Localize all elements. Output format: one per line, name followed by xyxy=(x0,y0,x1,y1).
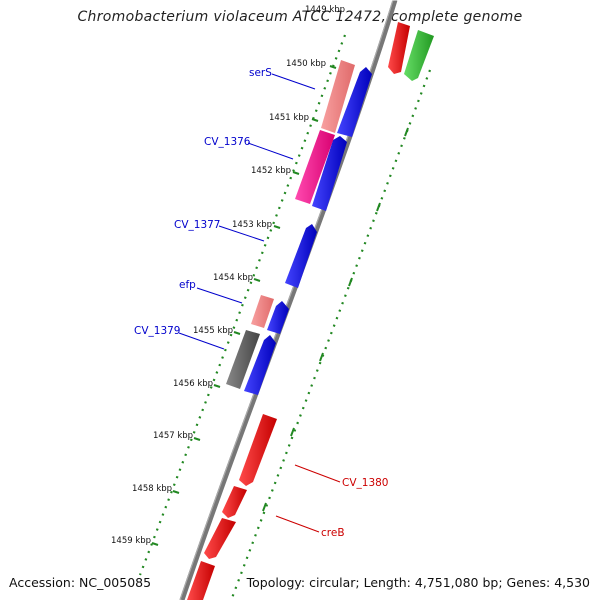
map-title: Chromobacterium violaceum ATCC 12472, co… xyxy=(77,9,523,25)
ruler-tick-1449: 1449 kbp xyxy=(305,5,345,15)
ruler-tick-1450: 1450 kbp xyxy=(286,59,326,69)
ruler-tick-1457: 1457 kbp xyxy=(153,431,193,441)
ruler-tick-1455: 1455 kbp xyxy=(193,326,233,336)
cds-creB-red-1[interactable] xyxy=(222,486,247,518)
cds-creB-red-2[interactable] xyxy=(204,518,236,559)
cds-cv1377-forward[interactable] xyxy=(285,224,317,288)
label-pointer-lines xyxy=(178,73,341,533)
label-cv1380[interactable]: CV_1380 xyxy=(342,477,389,489)
rna-features xyxy=(226,60,355,389)
ruler-tick-1454: 1454 kbp xyxy=(213,273,253,283)
label-cv1376[interactable]: CV_1376 xyxy=(204,136,251,148)
ruler-tick-1453: 1453 kbp xyxy=(232,220,272,230)
forward-strand-features xyxy=(244,67,372,395)
ruler-tick-1456: 1456 kbp xyxy=(173,379,213,389)
cds-efp-forward[interactable] xyxy=(267,301,289,334)
efp-pink-feature[interactable] xyxy=(251,295,274,328)
label-cv1379[interactable]: CV_1379 xyxy=(134,325,181,337)
ruler-tick-1459: 1459 kbp xyxy=(111,536,151,546)
reverse-strand-features xyxy=(187,22,410,600)
label-cv1377[interactable]: CV_1377 xyxy=(174,219,221,231)
serS-trna[interactable] xyxy=(321,60,355,133)
gc-content-green-feature xyxy=(404,30,434,81)
accession-text: Accession: NC_005085 xyxy=(9,575,152,590)
label-creB[interactable]: creB xyxy=(321,527,345,539)
ruler-tick-1451: 1451 kbp xyxy=(269,113,309,123)
cv1379-gray-feature[interactable] xyxy=(226,330,260,389)
outer-ruler xyxy=(230,69,432,599)
gene-labels: serS CV_1376 CV_1377 efp CV_1379 CV_1380… xyxy=(134,67,389,539)
label-efp[interactable]: efp xyxy=(179,279,196,291)
ruler-tick-1458: 1458 kbp xyxy=(132,484,172,494)
ruler-tick-labels: 1449 kbp 1450 kbp 1451 kbp 1452 kbp 1453… xyxy=(111,5,345,546)
cds-cv1380-red[interactable] xyxy=(239,414,277,486)
inner-ruler-major-ticks xyxy=(151,65,337,546)
outer-ruler-major-ticks xyxy=(262,127,409,512)
ruler-tick-1452: 1452 kbp xyxy=(251,166,291,176)
cds-cv1379-forward[interactable] xyxy=(244,335,276,395)
cv1376-magenta-feature[interactable] xyxy=(295,130,335,204)
cds-serS-forward[interactable] xyxy=(337,67,372,137)
topology-text: Topology: circular; Length: 4,751,080 bp… xyxy=(246,575,590,590)
cds-top-red[interactable] xyxy=(388,22,410,74)
inner-ruler xyxy=(138,34,347,576)
label-serS[interactable]: serS xyxy=(249,67,272,79)
cds-cv1376-forward[interactable] xyxy=(312,136,347,211)
cds-bottom-red[interactable] xyxy=(187,561,215,600)
